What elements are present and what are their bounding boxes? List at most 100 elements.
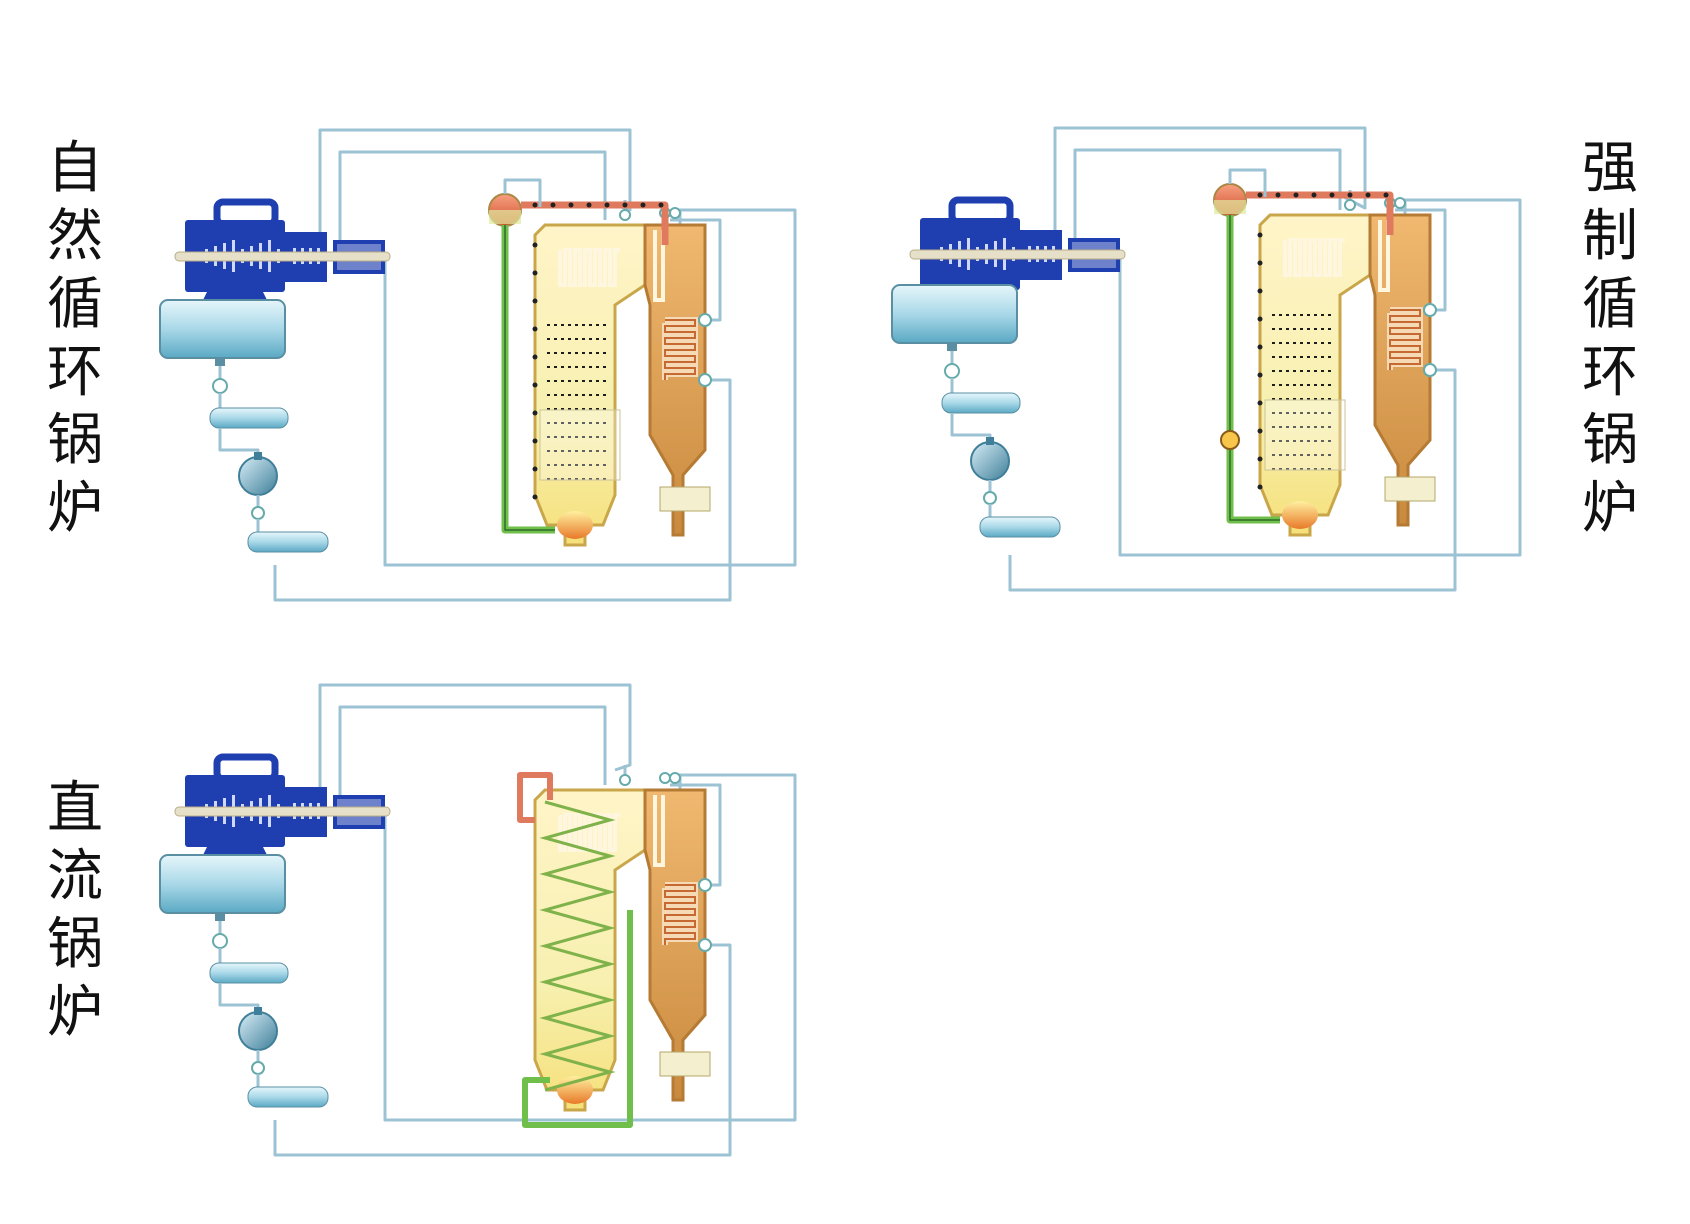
- feed-pump: [238, 1011, 278, 1051]
- label-char: 环: [47, 340, 103, 405]
- pipe-line: [338, 150, 607, 255]
- label-natural-circulation-boiler: 自然循环锅炉: [40, 135, 110, 543]
- panel-natural-circulation: [159, 128, 797, 602]
- wall-dot: [1257, 316, 1263, 322]
- superheater-coil: [558, 248, 620, 287]
- hotwell: [215, 358, 225, 366]
- header-dot: [1311, 192, 1317, 198]
- label-forced-circulation-boiler: 强制循环锅炉: [1575, 135, 1645, 543]
- header-dot: [1383, 192, 1389, 198]
- wall-dot: [1257, 372, 1263, 378]
- wall-dot: [1257, 400, 1263, 406]
- downcomer-edge: [504, 225, 555, 531]
- pipe-line: [273, 943, 732, 1157]
- air-preheater: [659, 1051, 711, 1077]
- label-char: 炉: [47, 980, 103, 1045]
- wall-dot: [532, 410, 538, 416]
- hp-heater: [979, 516, 1061, 538]
- wall-dot: [532, 494, 538, 500]
- pipe-line: [670, 218, 722, 322]
- economizer-coil-edge: [664, 884, 696, 945]
- hp-heater: [247, 531, 329, 553]
- label-char: 炉: [47, 476, 103, 541]
- valve: [983, 491, 997, 505]
- wall-dot: [1257, 232, 1263, 238]
- turbine-shaft: [174, 806, 391, 817]
- pipe-node: [698, 878, 712, 892]
- condenser: [891, 284, 1018, 344]
- label-char: 环: [1582, 340, 1638, 405]
- reheater-coil: [1378, 220, 1390, 292]
- lp-heater: [209, 407, 289, 429]
- panel-once-through: [159, 683, 797, 1157]
- feed-pump-neck: [254, 452, 262, 460]
- label-char: 自: [47, 136, 103, 201]
- pipe-line: [1008, 368, 1457, 592]
- drum-water: [489, 210, 521, 224]
- feed-pump: [970, 441, 1010, 481]
- economizer-coil-edge: [664, 319, 696, 380]
- pipe-line: [318, 683, 632, 795]
- valve: [251, 506, 265, 520]
- hp-heater: [247, 1086, 329, 1108]
- downcomer-edge: [1229, 215, 1280, 521]
- condenser: [159, 299, 286, 359]
- pipe-line: [1073, 148, 1342, 253]
- label-once-through-boiler: 直流锅炉: [40, 775, 110, 1047]
- reheater-coil: [653, 795, 665, 867]
- feed-pump: [238, 456, 278, 496]
- pipe-line: [950, 413, 992, 445]
- header-dot: [586, 202, 592, 208]
- label-char: 直: [47, 776, 103, 841]
- reheater-coil: [653, 230, 665, 302]
- air-preheater: [659, 486, 711, 512]
- label-char: 流: [47, 844, 103, 909]
- label-char: 强: [1582, 136, 1638, 201]
- wall-dot: [532, 466, 538, 472]
- label-char: 制: [1582, 204, 1638, 269]
- air-preheater: [1384, 476, 1436, 502]
- pipe-node: [669, 772, 681, 784]
- header-dot: [532, 202, 538, 208]
- pipe-node: [1344, 199, 1356, 211]
- header-dot: [568, 202, 574, 208]
- wall-dot: [1257, 260, 1263, 266]
- evaporator-coil: [539, 800, 616, 1092]
- turbine-shaft: [909, 249, 1126, 260]
- pipe-line: [1395, 208, 1447, 312]
- pipe-node: [698, 373, 712, 387]
- pipe-node: [669, 207, 681, 219]
- label-char: 锅: [1582, 408, 1638, 473]
- wall-dot: [532, 354, 538, 360]
- pipe-node: [1394, 197, 1406, 209]
- header-dot: [1293, 192, 1299, 198]
- wall-dot: [532, 438, 538, 444]
- pipe-node: [1423, 363, 1437, 377]
- header-dot: [1365, 192, 1371, 198]
- hotwell: [215, 913, 225, 921]
- header-dot: [1257, 192, 1263, 198]
- header-dot: [1347, 192, 1353, 198]
- header-dot: [658, 202, 664, 208]
- label-char: 锅: [47, 912, 103, 977]
- wall-dot: [1257, 344, 1263, 350]
- feedwater-inlet: [522, 910, 633, 1128]
- pipe-node: [698, 938, 712, 952]
- lp-heater: [941, 392, 1021, 414]
- pipe-line: [218, 983, 260, 1015]
- condensate-pump: [212, 933, 228, 949]
- wall-dot: [1257, 288, 1263, 294]
- pipe-line: [670, 783, 722, 887]
- circulation-pump: [1220, 430, 1240, 450]
- lp-heater: [209, 962, 289, 984]
- wall-dot: [532, 382, 538, 388]
- condensate-pump: [212, 378, 228, 394]
- drum-water: [1214, 200, 1246, 214]
- label-char: 循: [1582, 272, 1638, 337]
- pipe-line: [218, 428, 260, 460]
- header-dot: [640, 202, 646, 208]
- header-dot: [622, 202, 628, 208]
- radiant-panel: [1264, 399, 1346, 471]
- pipe-line: [273, 378, 732, 602]
